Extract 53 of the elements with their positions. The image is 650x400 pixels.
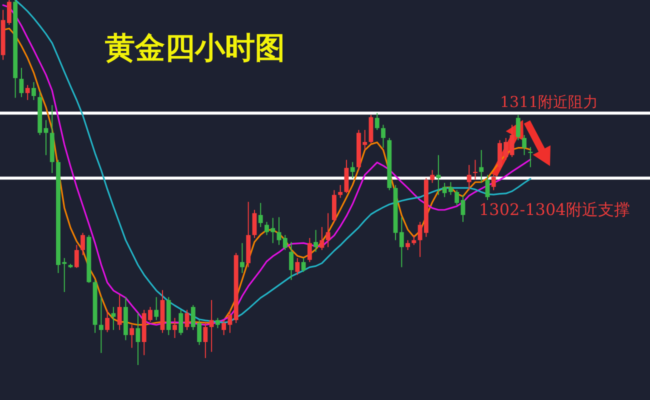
candlestick — [136, 312, 140, 366]
candlestick — [80, 232, 85, 256]
candlestick — [491, 174, 496, 191]
candlestick — [74, 244, 79, 268]
candlestick — [350, 162, 355, 179]
candlestick — [289, 241, 294, 280]
candlestick — [111, 306, 116, 330]
candlestick — [172, 317, 177, 338]
candlestick — [184, 309, 190, 330]
candlestick — [209, 300, 214, 352]
candlestick — [485, 174, 490, 201]
candlestick — [25, 84, 30, 101]
candlestick — [295, 258, 300, 276]
candlestick — [117, 294, 122, 330]
candlestick — [105, 309, 110, 333]
candlestick — [522, 134, 526, 156]
text: 黄金四小时图 — [105, 31, 285, 66]
candlestick — [381, 124, 386, 148]
candlestick — [406, 240, 410, 251]
candlestick — [301, 258, 306, 272]
candlestick — [320, 226, 324, 251]
candlestick — [374, 112, 380, 130]
candlestick — [460, 194, 466, 222]
candlestick — [276, 216, 282, 246]
candlestick — [252, 209, 257, 238]
candlestick — [130, 324, 134, 348]
candlestick — [338, 184, 343, 198]
candlestick — [399, 216, 404, 268]
candlestick — [466, 164, 472, 191]
candlestick — [473, 159, 478, 180]
ref-line-label: 1311附近阻力 — [500, 93, 598, 112]
candlestick — [240, 242, 244, 274]
candlestick — [436, 154, 441, 196]
candlestick — [203, 321, 208, 359]
candlestick — [178, 309, 184, 336]
candlestick — [98, 296, 104, 354]
candlestick — [215, 317, 220, 329]
candlestick — [282, 234, 288, 251]
candlestick — [510, 124, 514, 158]
candlestick — [479, 150, 484, 184]
candlestick — [258, 202, 263, 228]
candlestick — [528, 146, 533, 168]
candlestick — [326, 212, 330, 248]
ref-line-label: 1302-1304附近支撑 — [479, 200, 630, 220]
candlestick — [412, 234, 416, 246]
candlestick — [32, 82, 36, 101]
candlestick — [454, 190, 460, 206]
candlestick — [430, 170, 435, 184]
candlestick — [44, 120, 48, 156]
candlestick — [314, 229, 318, 252]
candlestick — [154, 296, 159, 321]
candlestick — [307, 237, 312, 263]
candlestick — [516, 114, 520, 141]
